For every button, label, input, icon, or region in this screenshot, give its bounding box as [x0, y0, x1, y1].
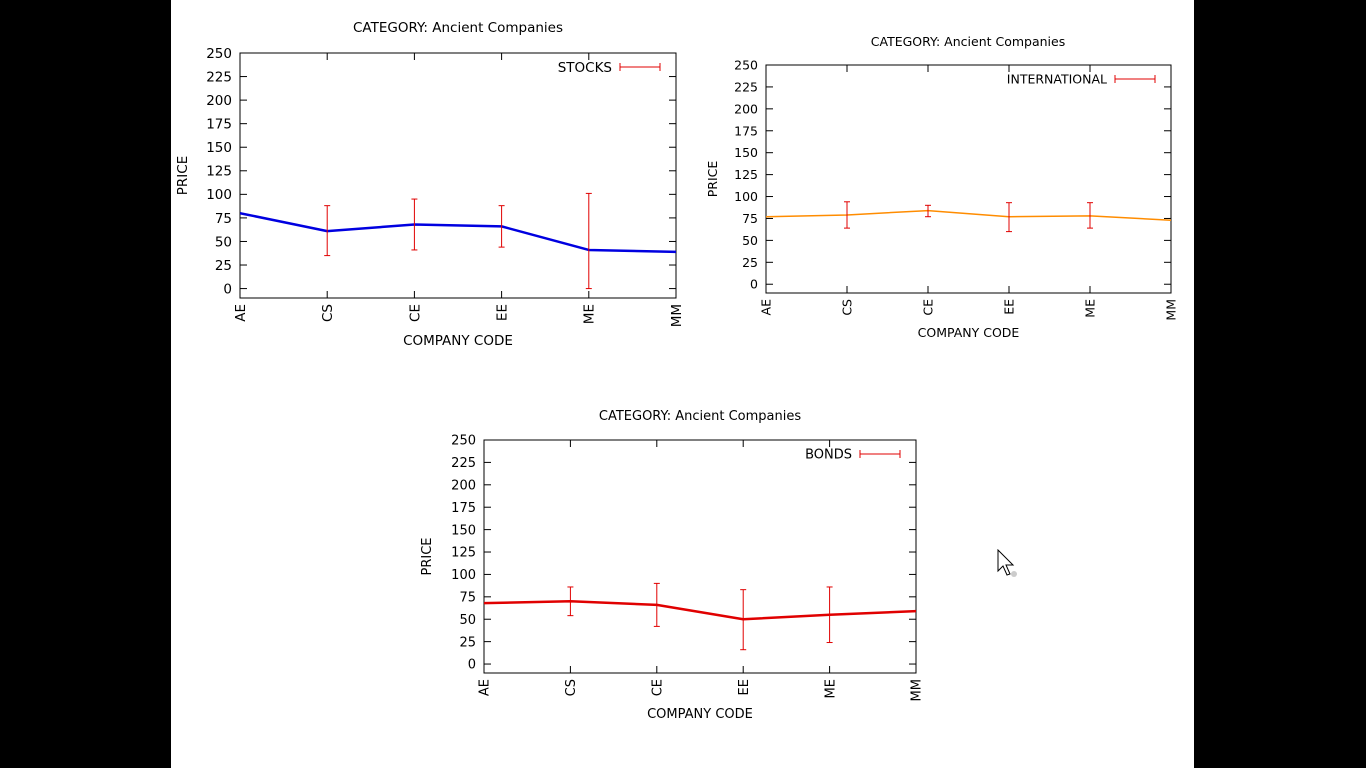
x-tick-label: EE — [737, 679, 752, 695]
y-tick-label: 0 — [223, 281, 232, 297]
y-tick-label: 200 — [451, 478, 476, 493]
y-axis-label: PRICE — [420, 538, 435, 576]
x-tick-label: CS — [320, 304, 336, 322]
error-bar — [740, 589, 747, 651]
data-layer — [240, 192, 676, 290]
y-tick-label: 100 — [734, 189, 758, 204]
error-bar — [324, 205, 331, 257]
x-tick-label: AE — [478, 679, 493, 696]
y-tick-label: 50 — [459, 613, 476, 628]
y-tick-label: 125 — [734, 167, 758, 182]
y-tick-label: 75 — [215, 211, 232, 227]
series-line-stocks — [240, 211, 676, 254]
x-tick-label: CE — [650, 679, 665, 696]
x-tick-label: CE — [407, 304, 423, 322]
plot-frame — [765, 64, 1172, 294]
x-tick-label: AE — [233, 304, 249, 322]
error-bar — [653, 582, 660, 627]
y-tick-label: 25 — [742, 255, 758, 270]
y-tick-label: 175 — [451, 501, 476, 516]
legend-label: BONDS — [805, 448, 852, 463]
legend: BONDS — [805, 448, 901, 463]
y-axis-label: PRICE — [175, 156, 191, 195]
y-tick-label: 225 — [206, 69, 232, 85]
error-bar — [1087, 202, 1093, 229]
error-bar — [585, 192, 592, 290]
y-tick-label: 250 — [734, 58, 758, 73]
x-tick-label: MM — [669, 304, 685, 327]
legend: INTERNATIONAL — [1007, 72, 1156, 87]
y-tick-label: 0 — [468, 658, 476, 673]
legend-label: STOCKS — [558, 60, 612, 76]
y-tick-label: 50 — [215, 234, 232, 250]
y-tick-label: 225 — [451, 456, 476, 471]
x-tick-label: ME — [823, 679, 838, 698]
error-bar — [925, 204, 931, 218]
mouse-pointer-icon — [997, 549, 1017, 577]
chart-title: CATEGORY: Ancient Companies — [353, 20, 563, 36]
x-tick-label: ME — [582, 304, 598, 324]
y-tick-label: 150 — [451, 523, 476, 538]
y-tick-label: 0 — [750, 277, 758, 292]
y-tick-label: 25 — [215, 258, 232, 274]
data-layer — [484, 582, 916, 651]
y-tick-label: 25 — [459, 635, 476, 650]
y-tick-label: 175 — [734, 123, 758, 138]
y-tick-label: 75 — [742, 211, 758, 226]
x-axis-label: COMPANY CODE — [403, 333, 513, 349]
x-tick-label: MM — [1164, 299, 1179, 321]
y-tick-label: 125 — [206, 164, 232, 180]
y-tick-label: 200 — [206, 93, 232, 109]
y-axis-label: PRICE — [705, 161, 720, 198]
x-tick-label: CS — [564, 679, 579, 696]
x-tick-label: EE — [494, 304, 510, 321]
plot-canvas — [171, 0, 1194, 768]
data-layer — [766, 201, 1171, 233]
error-bar — [826, 586, 833, 644]
x-axis-label: COMPANY CODE — [918, 325, 1020, 340]
plot-frame — [239, 52, 677, 299]
x-axis-label: COMPANY CODE — [647, 707, 753, 722]
plot-frame — [483, 439, 917, 674]
error-bar — [1006, 202, 1012, 233]
chart-title: CATEGORY: Ancient Companies — [871, 34, 1065, 49]
x-tick-label: EE — [1002, 299, 1017, 315]
y-tick-label: 100 — [206, 187, 232, 203]
y-tick-label: 125 — [451, 546, 476, 561]
chart-title: CATEGORY: Ancient Companies — [599, 409, 801, 424]
chart-2: CATEGORY: Ancient Companies 0 25 50 75 100 125… — [705, 34, 1179, 340]
x-tick-label: CS — [840, 299, 855, 316]
x-tick-label: MM — [910, 679, 925, 701]
legend: STOCKS — [558, 60, 661, 76]
y-tick-label: 175 — [206, 117, 232, 133]
y-tick-label: 150 — [206, 140, 232, 156]
series-line-bonds — [484, 600, 916, 621]
legend-label: INTERNATIONAL — [1007, 72, 1107, 87]
error-bar — [411, 198, 418, 251]
error-bar — [498, 205, 505, 248]
y-tick-label: 100 — [451, 568, 476, 583]
y-tick-label: 250 — [206, 46, 232, 62]
chart-1: CATEGORY: Ancient Companies 0 25 50 75 100 125… — [175, 20, 685, 349]
series-line-international — [766, 209, 1171, 221]
error-bar — [567, 586, 574, 617]
y-tick-label: 75 — [459, 591, 476, 606]
y-tick-label: 150 — [734, 145, 758, 160]
chart-3: CATEGORY: Ancient Companies 0 25 50 75 100 125… — [420, 409, 925, 722]
x-tick-label: CE — [921, 299, 936, 316]
x-tick-label: ME — [1083, 299, 1098, 318]
error-bar — [844, 201, 850, 229]
x-tick-label: AE — [759, 299, 774, 316]
y-tick-label: 50 — [742, 233, 758, 248]
y-tick-label: 200 — [734, 101, 758, 116]
y-tick-label: 250 — [451, 434, 476, 449]
y-tick-label: 225 — [734, 79, 758, 94]
